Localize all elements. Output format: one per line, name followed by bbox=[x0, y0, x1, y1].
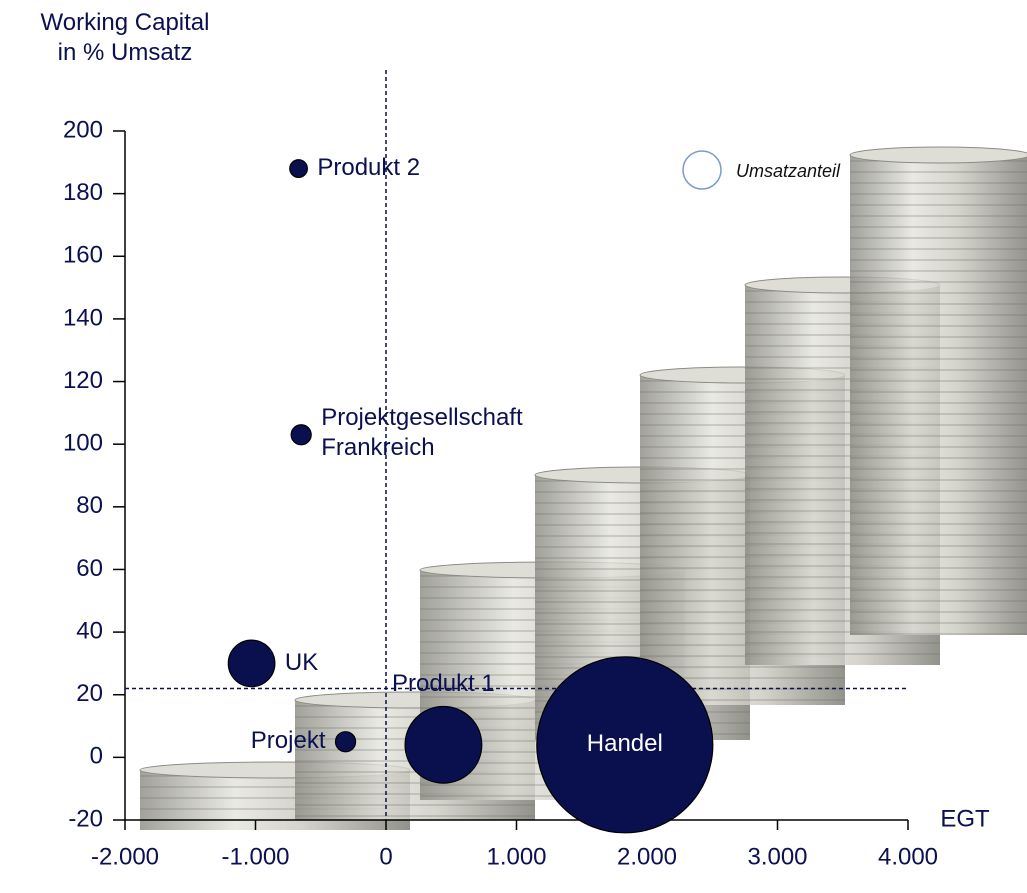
coin-top bbox=[849, 146, 1027, 164]
bubble bbox=[536, 656, 714, 834]
coin-stack bbox=[850, 155, 1027, 635]
y-tick-label: 120 bbox=[63, 367, 103, 394]
x-tick-label: -1.000 bbox=[221, 843, 289, 870]
bubble-label: Produkt 1 bbox=[392, 670, 495, 697]
y-tick-label: 60 bbox=[76, 555, 103, 582]
bubble bbox=[290, 424, 312, 446]
y-axis-title: Working Capital in % Umsatz bbox=[41, 9, 210, 66]
y-tick-label: 100 bbox=[63, 430, 103, 457]
y-tick-label: 140 bbox=[63, 304, 103, 331]
x-axis-title: EGT bbox=[940, 805, 990, 832]
x-tick-label: 2.000 bbox=[617, 843, 677, 870]
x-tick-label: -2.000 bbox=[91, 843, 159, 870]
y-tick-label: 20 bbox=[76, 680, 103, 707]
y-tick-label: 200 bbox=[63, 116, 103, 143]
bubble bbox=[227, 639, 276, 688]
x-tick-label: 0 bbox=[379, 843, 392, 870]
y-tick-label: 40 bbox=[76, 617, 103, 644]
bubble-label: Produkt 2 bbox=[317, 154, 420, 181]
x-tick-label: 1.000 bbox=[486, 843, 546, 870]
legend-circle bbox=[682, 150, 722, 190]
bubble-label: Projekt bbox=[251, 727, 326, 754]
y-tick-label: 160 bbox=[63, 242, 103, 269]
bubble bbox=[334, 731, 357, 753]
y-tick-label: 180 bbox=[63, 179, 103, 206]
x-tick-label: 3.000 bbox=[747, 843, 807, 870]
bubble bbox=[289, 159, 308, 178]
legend-label: Umsatzanteil bbox=[736, 161, 841, 181]
bubble bbox=[404, 705, 483, 784]
y-tick-label: 80 bbox=[76, 492, 103, 519]
x-tick-label: 4.000 bbox=[878, 843, 938, 870]
bubble-label: UK bbox=[285, 649, 318, 676]
y-tick-label: 0 bbox=[90, 743, 103, 770]
bubble-label: Projektgesellschaft Frankreich bbox=[321, 404, 523, 461]
y-tick-label: -20 bbox=[68, 805, 103, 832]
bubble-label: Handel bbox=[587, 730, 663, 757]
